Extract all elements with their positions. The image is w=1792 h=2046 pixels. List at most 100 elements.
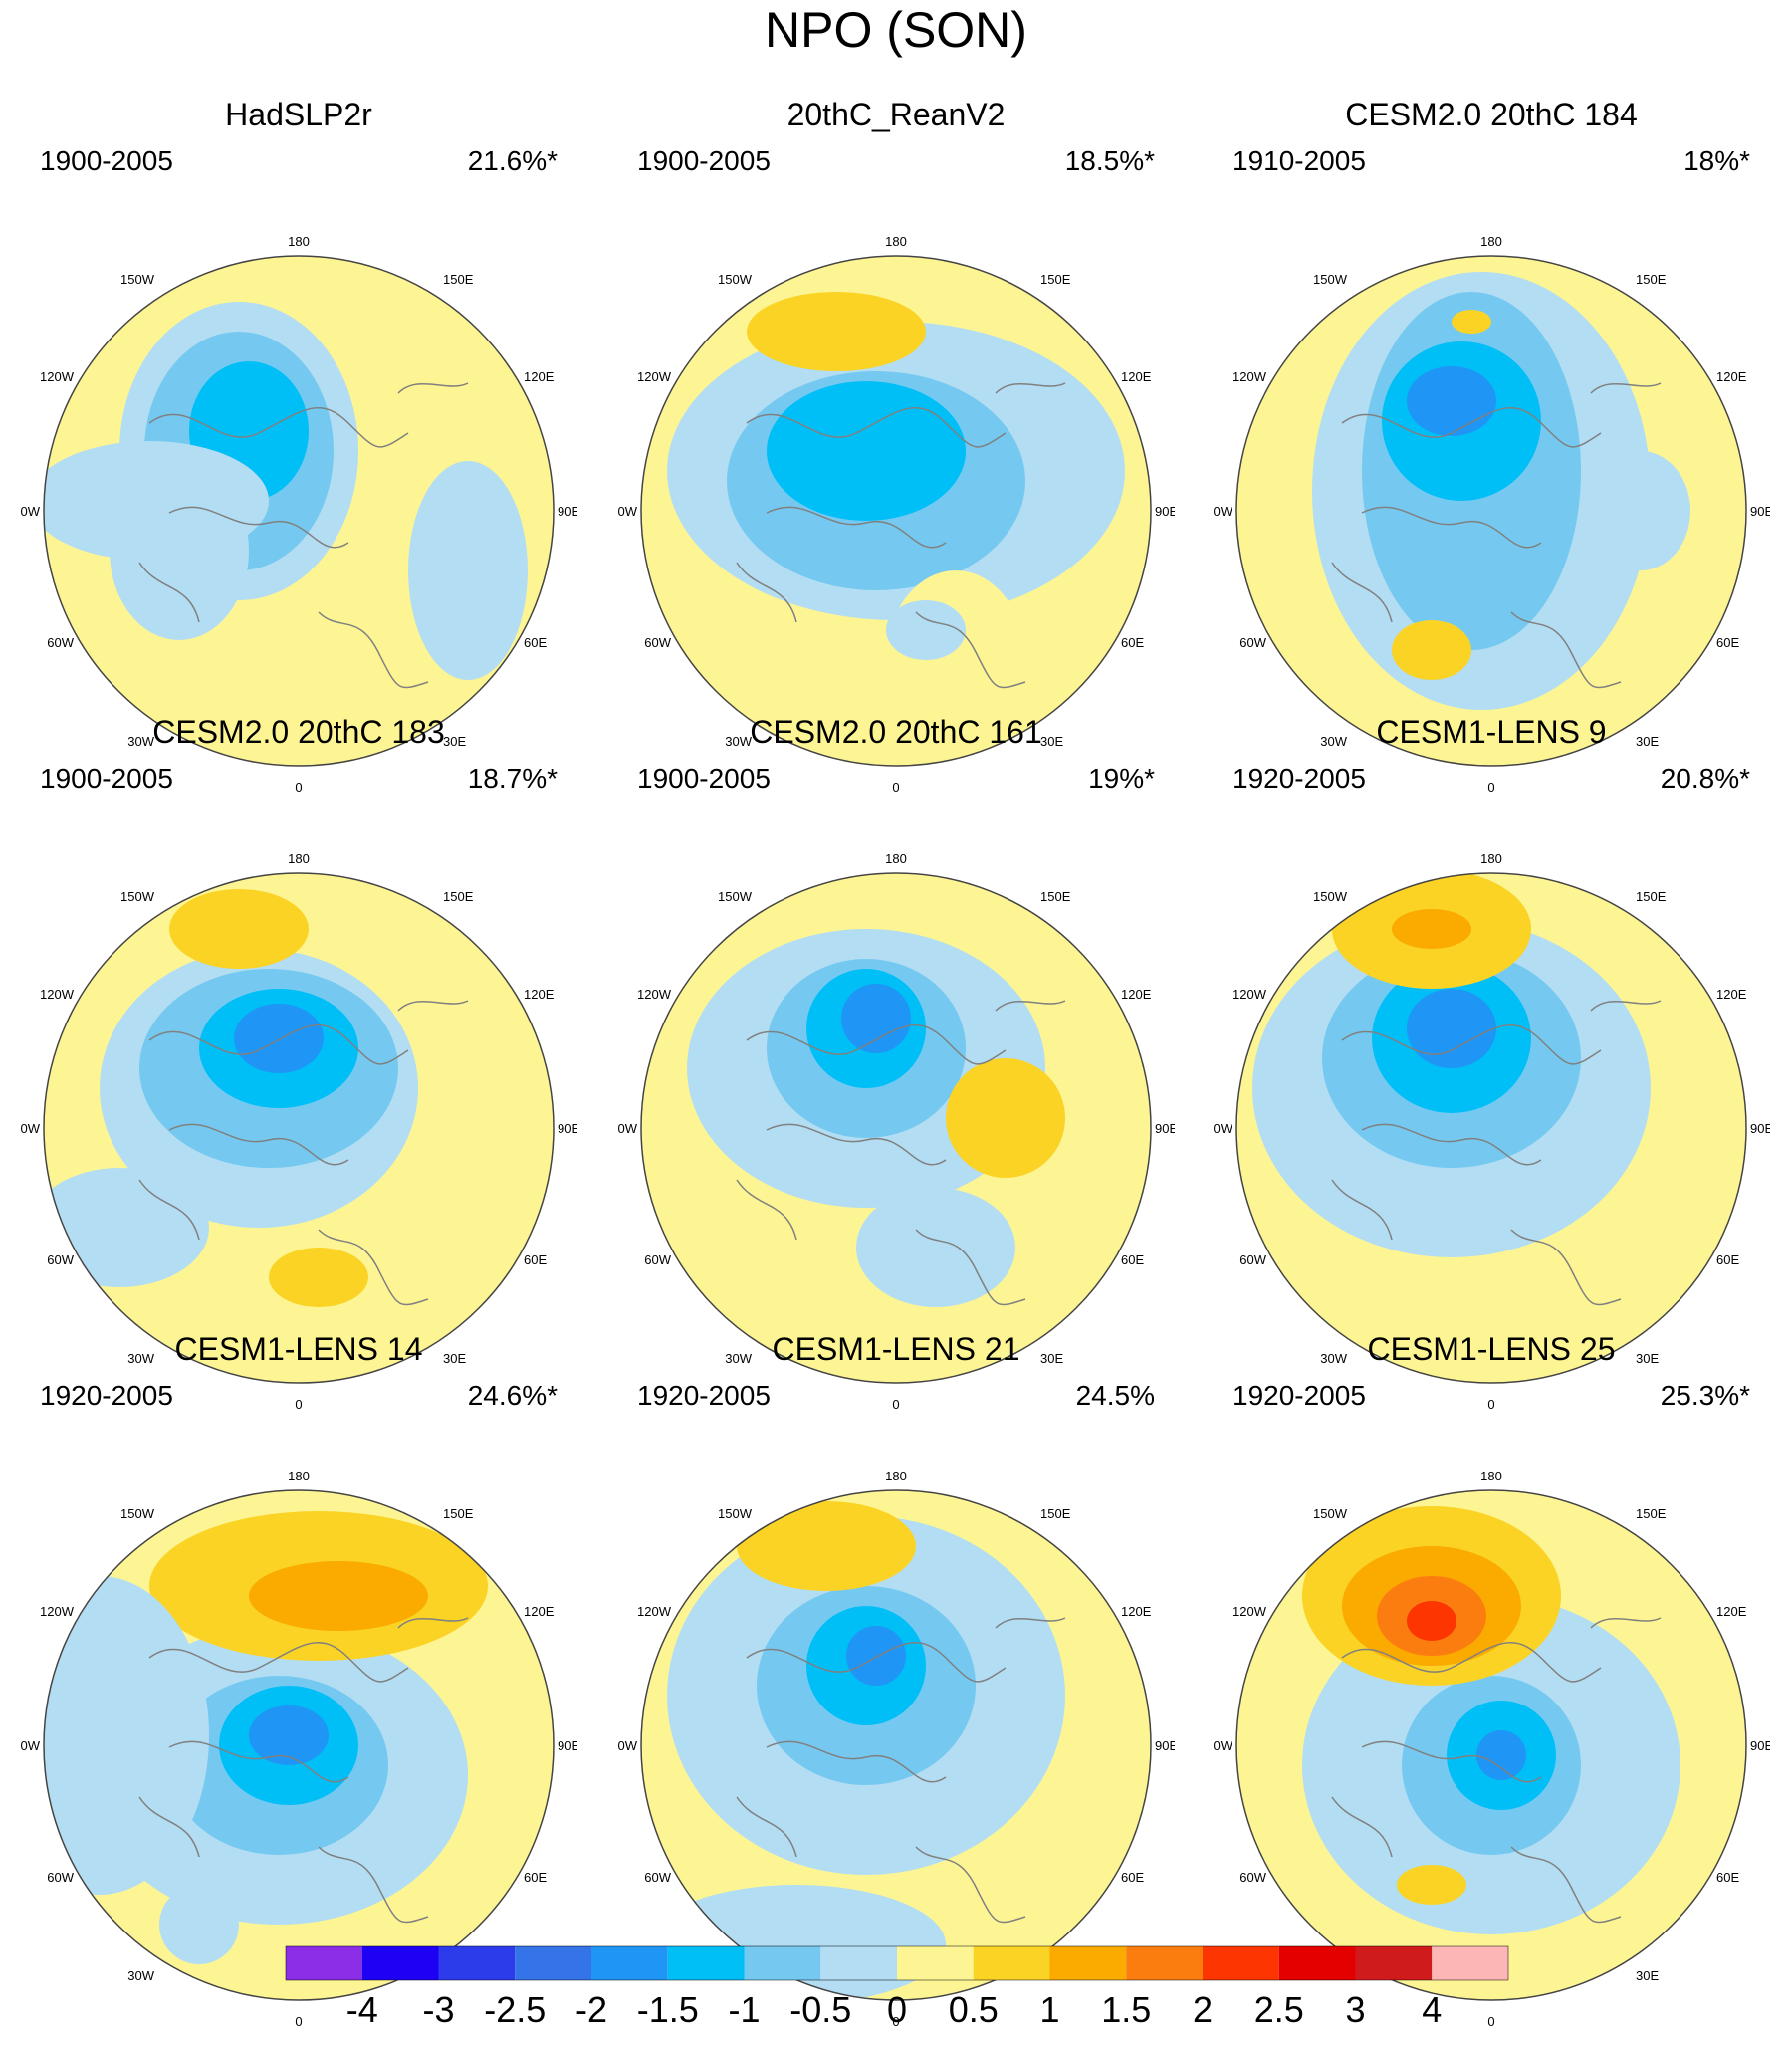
longitude-label: 60E xyxy=(1121,635,1144,650)
coastline xyxy=(397,1617,469,1629)
longitude-label: 60E xyxy=(1121,1870,1144,1885)
polar-map: 180 0 150W 150E 120W 120E 90W 90E 60W 60E 30W 30E xyxy=(20,1469,577,2029)
longitude-label: 30W xyxy=(725,1351,752,1366)
panel-title: HadSLP2r xyxy=(225,97,372,132)
longitude-label: 120E xyxy=(1716,987,1747,1002)
contour-region xyxy=(1407,989,1496,1068)
map-boundary xyxy=(640,255,1152,767)
coastline xyxy=(318,1229,429,1306)
map-boundary xyxy=(1235,872,1747,1384)
coastline xyxy=(148,1023,409,1065)
longitude-label: 150E xyxy=(443,889,474,904)
panel-period: 1920-2005 xyxy=(1232,763,1366,794)
contour-region xyxy=(159,1885,239,1964)
longitude-label: 30W xyxy=(725,1968,752,1983)
longitude-label: 30E xyxy=(443,1968,466,1983)
panel-period: 1920-2005 xyxy=(40,1380,173,1411)
longitude-label: 150E xyxy=(1040,1506,1071,1521)
longitude-label: 180 xyxy=(288,1469,310,1483)
longitude-label: 30W xyxy=(1320,1351,1347,1366)
longitude-label: 90E xyxy=(558,1121,577,1136)
longitude-label: 120E xyxy=(1121,987,1152,1002)
contour-region xyxy=(737,1501,916,1591)
map-panel: 1800150W150E120W120E90W90E60W60E30W30ECE… xyxy=(20,1329,577,2029)
contour-region xyxy=(846,1626,906,1686)
longitude-label: 60E xyxy=(1716,1252,1739,1267)
longitude-label: 120W xyxy=(637,369,672,384)
contour-region xyxy=(1397,1865,1466,1905)
coastline xyxy=(995,1617,1066,1629)
polar-map: 180 0 150W 150E 120W 120E 90W 90E 60W 60E 30W 30E xyxy=(1213,1469,1770,2029)
coastline xyxy=(397,382,469,394)
panel-variance-percent: 18.7%* xyxy=(467,763,558,794)
polar-map: 180 0 150W 150E 120W 120E 90W 90E 60W 60E 30W 30E xyxy=(20,234,577,795)
longitude-label: 90E xyxy=(1750,1738,1770,1753)
contour-region xyxy=(1476,1730,1526,1780)
longitude-label: 120W xyxy=(40,987,75,1002)
longitude-label: 60E xyxy=(1716,1870,1739,1885)
coastline xyxy=(736,1179,797,1241)
panel-period: 1900-2005 xyxy=(40,145,173,176)
colorbar-label: 2 xyxy=(1193,1989,1213,2030)
contour-region xyxy=(408,461,528,680)
longitude-label: 30E xyxy=(443,734,466,749)
coastline xyxy=(1590,1617,1662,1629)
map-panel: 1800150W150E120W120E90W90E60W60E30W30ECE… xyxy=(1213,712,1770,1412)
longitude-label: 120W xyxy=(40,1604,75,1619)
map-boundary xyxy=(43,1489,555,2001)
coastline xyxy=(1331,1179,1393,1241)
longitude-label: 120W xyxy=(637,1604,672,1619)
coastline xyxy=(1361,506,1542,549)
longitude-label: 60E xyxy=(524,1870,547,1885)
longitude-label: 120E xyxy=(1716,1604,1747,1619)
coastline xyxy=(736,1796,797,1858)
longitude-label: 120W xyxy=(1232,1604,1267,1619)
coastline xyxy=(1590,1000,1662,1012)
panel-variance-percent: 25.3%* xyxy=(1660,1380,1750,1411)
longitude-label: 30W xyxy=(1320,734,1347,749)
contour-region xyxy=(249,1561,428,1631)
longitude-label: 180 xyxy=(288,851,310,866)
coastline xyxy=(1510,611,1622,689)
longitude-label: 60W xyxy=(47,1870,74,1885)
coastline xyxy=(168,506,349,549)
longitude-label: 150E xyxy=(1040,272,1071,287)
longitude-label: 90E xyxy=(1155,504,1175,519)
contour-region xyxy=(1591,451,1690,570)
coastline xyxy=(148,1641,409,1683)
longitude-label: 30E xyxy=(443,1351,466,1366)
longitude-label: 90W xyxy=(1213,1121,1233,1136)
longitude-label: 150W xyxy=(1313,272,1348,287)
longitude-label: 90W xyxy=(20,504,41,519)
longitude-label: 90E xyxy=(558,1738,577,1753)
coastline xyxy=(915,1229,1026,1306)
longitude-label: 120E xyxy=(524,987,555,1002)
longitude-label: 120E xyxy=(1716,369,1747,384)
longitude-label: 180 xyxy=(1480,234,1502,249)
longitude-label: 150W xyxy=(120,889,155,904)
longitude-label: 90W xyxy=(617,504,638,519)
contour-region xyxy=(1407,1601,1456,1641)
longitude-label: 0 xyxy=(892,2014,899,2029)
longitude-label: 90W xyxy=(20,1738,41,1753)
longitude-label: 150W xyxy=(718,272,753,287)
panel-title: CESM1-LENS 21 xyxy=(772,1331,1020,1367)
longitude-label: 0 xyxy=(1487,780,1494,795)
contour-region xyxy=(886,600,966,660)
contour-region xyxy=(44,441,269,561)
longitude-label: 150W xyxy=(1313,889,1348,904)
contour-region xyxy=(647,1885,946,2000)
longitude-label: 30W xyxy=(127,1968,154,1983)
coastline xyxy=(1341,406,1602,448)
coastline xyxy=(915,611,1026,689)
map-panel: 1800150W150E120W120E90W90E60W60E30W30ECE… xyxy=(1213,95,1770,795)
polar-map: 180 0 150W 150E 120W 120E 90W 90E 60W 60E 30W 30E xyxy=(1213,234,1770,795)
map-panel: 1800150W150E120W120E90W90E60W60E30W30ECE… xyxy=(617,712,1175,1412)
longitude-label: 0 xyxy=(892,780,899,795)
longitude-label: 60E xyxy=(524,635,547,650)
longitude-label: 120E xyxy=(524,1604,555,1619)
longitude-label: 60W xyxy=(1239,635,1266,650)
coastline xyxy=(397,1000,469,1012)
panel-title: 20thC_ReanV2 xyxy=(786,97,1006,132)
longitude-label: 150E xyxy=(1040,889,1071,904)
